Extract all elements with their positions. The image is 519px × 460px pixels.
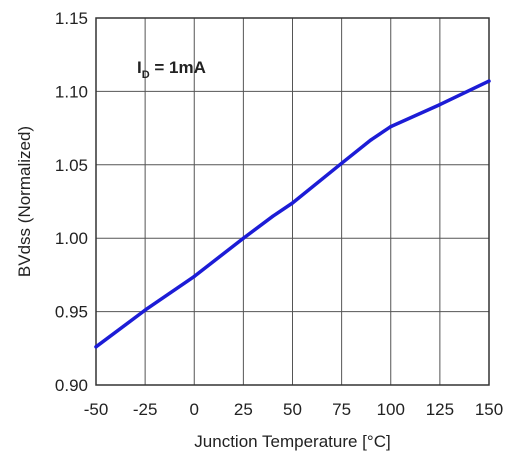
x-tick-label: 75 [332, 400, 351, 419]
y-tick-label: 1.15 [55, 9, 88, 28]
y-axis-label: BVdss (Normalized) [15, 126, 34, 277]
data-point [241, 236, 245, 240]
x-tick-label: 50 [283, 400, 302, 419]
annotation-id-value: = 1mA [150, 58, 206, 77]
x-tick-label: 25 [234, 400, 253, 419]
x-tick-label: 125 [426, 400, 454, 419]
data-point [143, 308, 147, 312]
y-tick-label: 1.05 [55, 156, 88, 175]
y-tick-label: 1.10 [55, 82, 88, 101]
y-tick-label: 1.00 [55, 229, 88, 248]
data-point [290, 201, 295, 205]
annotation-id-label: ID = 1mA [137, 58, 206, 81]
data-point [438, 103, 442, 107]
data-point [340, 161, 344, 165]
y-tick-label: 0.90 [55, 376, 88, 395]
data-point [389, 125, 393, 129]
plot-frame [95, 17, 490, 386]
x-tick-label: 0 [190, 400, 199, 419]
annotation-id-main: I [137, 58, 142, 77]
tick-labels: -50 -25 0 25 50 75 100 125 150 0.90 0.95 1.00 1.05 1.… [55, 9, 503, 419]
annotation-id-subscript: D [142, 69, 150, 81]
x-axis-label: Junction Temperature [°C] [194, 432, 390, 451]
series-lines [94, 79, 491, 349]
x-tick-label: 150 [475, 400, 503, 419]
x-tick-label: 100 [377, 400, 405, 419]
data-point [192, 274, 196, 278]
data-point [271, 214, 275, 218]
data-point [94, 345, 98, 349]
data-point [369, 138, 373, 142]
y-tick-label: 0.95 [55, 303, 88, 322]
x-tick-label: -25 [133, 400, 158, 419]
x-tick-label: -50 [84, 400, 109, 419]
data-point [487, 79, 491, 83]
